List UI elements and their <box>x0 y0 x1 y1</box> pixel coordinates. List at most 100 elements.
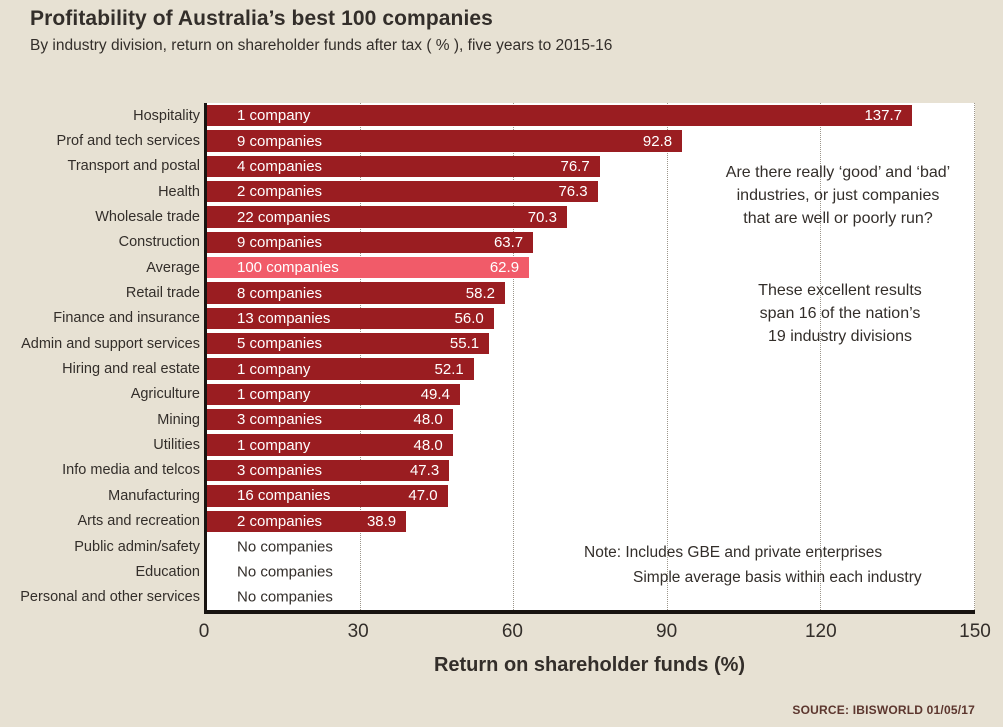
bar-value-label: 47.0 <box>408 487 438 505</box>
annotation-results-line1: These excellent results <box>758 282 922 299</box>
bar-count-label: 9 companies <box>237 233 323 251</box>
bar-row: 13 companies 56.0 <box>207 306 975 331</box>
x-tick-90: 90 <box>656 621 678 642</box>
bar-value-label: 47.3 <box>409 461 440 479</box>
bar-count-label: 1 company <box>237 360 311 378</box>
bar-row: 3 companies 48.0 <box>207 407 975 432</box>
category-label: Prof and tech services <box>56 133 200 150</box>
gridline-30 <box>359 103 361 610</box>
bar-count-label: 1 company <box>237 107 311 125</box>
bar-row: No companies <box>207 559 975 584</box>
bar-row: 5 companies 55.1 <box>207 331 975 356</box>
bar-value-label: 48.0 <box>413 436 443 454</box>
bar: 4 companies 76.7 <box>207 155 600 178</box>
bar-count-label: 1 company <box>237 385 311 403</box>
bar-value-label: 63.7 <box>493 233 524 251</box>
category-axis: Hospitality Prof and tech services Transpo… <box>0 103 200 610</box>
bar: 2 companies 38.9 <box>207 510 407 532</box>
category-label: Retail trade <box>125 285 200 302</box>
bar-count-label: 3 companies <box>237 411 323 429</box>
category-label: Wholesale trade <box>95 209 200 226</box>
gridline-120 <box>820 103 822 610</box>
bar-row: 2 companies 38.9 <box>207 509 975 534</box>
bar: 2 companies 76.3 <box>207 181 598 203</box>
category-label: Admin and support services <box>21 335 200 352</box>
bar: 8 companies 58.2 <box>207 282 505 304</box>
bar-value-label: 55.1 <box>449 335 480 353</box>
bar-row: 3 companies 47.3 <box>207 458 975 483</box>
bar-count-label: 1 company <box>237 436 311 454</box>
x-tick-60: 60 <box>501 621 523 642</box>
x-axis-label: Return on shareholder funds (%) <box>433 654 746 676</box>
bar-count-label: 4 companies <box>237 157 323 175</box>
plot-area: 1 company 137.7 9 companies 92.8 4 companies… <box>204 103 975 614</box>
bar-average: 100 companies 62.9 <box>207 257 530 279</box>
x-tick-150: 150 <box>959 621 991 642</box>
bar-count-label: 100 companies <box>237 259 339 277</box>
bar-row: 1 company 48.0 <box>207 432 975 457</box>
category-label: Construction <box>118 234 200 251</box>
no-companies-label: No companies <box>237 563 333 581</box>
bar-value-label: 76.3 <box>558 183 588 201</box>
bar: 13 companies 56.0 <box>207 307 494 330</box>
category-label: Hiring and real estate <box>62 361 200 378</box>
bar-count-label: 5 companies <box>237 335 323 353</box>
bar: 22 companies 70.3 <box>207 206 567 228</box>
bar-value-label: 137.7 <box>864 107 903 125</box>
gridline-90 <box>666 103 668 610</box>
bar-row: 9 companies 92.8 <box>207 128 975 153</box>
bar-row: 1 company 52.1 <box>207 356 975 381</box>
bar: 1 company 137.7 <box>207 105 913 127</box>
annotation-question-line3: that are well or poorly run? <box>743 210 933 227</box>
bar-count-label: 2 companies <box>237 183 323 201</box>
bar: 5 companies 55.1 <box>207 333 490 355</box>
x-axis-ticks: 0 30 60 90 120 150 <box>199 621 991 643</box>
gridline-150 <box>974 103 975 610</box>
bar-row: 2 companies 76.3 <box>207 179 975 204</box>
bar-row: 100 companies 62.9 <box>207 255 975 280</box>
annotation-question-line1: Are there really ‘good’ and ‘bad’ <box>725 164 951 181</box>
annotation-question: Are there really ‘good’ and ‘bad’ indust… <box>658 161 1003 230</box>
chart-subtitle: By industry division, return on sharehol… <box>30 37 613 54</box>
category-label: Agriculture <box>130 386 200 403</box>
bar: 1 company 49.4 <box>207 383 460 406</box>
bar: 1 company 48.0 <box>207 434 453 456</box>
bar-value-label: 92.8 <box>642 132 673 150</box>
bar: 16 companies 47.0 <box>207 485 448 507</box>
annotation-note-line1: Note: Includes GBE and private enterpris… <box>584 544 883 561</box>
chart-title: Profitability of Australia’s best 100 co… <box>30 7 493 30</box>
category-label: Health <box>158 183 200 200</box>
annotation-results: These excellent results span 16 of the n… <box>680 279 1000 348</box>
bar-count-label: 3 companies <box>237 461 323 479</box>
bar-count-label: 13 companies <box>237 309 331 327</box>
annotation-note-line2: Simple average basis within each industr… <box>633 569 922 586</box>
bar-count-label: 22 companies <box>237 208 331 226</box>
bar-row: 4 companies 76.7 <box>207 154 975 179</box>
bar-value-label: 56.0 <box>454 309 484 327</box>
annotation-note: Note: Includes GBE and private enterpris… <box>207 540 975 590</box>
bar-count-label: 2 companies <box>237 512 323 530</box>
bar-row: 1 company 137.7 <box>207 103 975 128</box>
bar: 9 companies 63.7 <box>207 231 534 254</box>
source-credit: SOURCE: IBISWORLD 01/05/17 <box>792 703 975 717</box>
bar-count-label: 8 companies <box>237 284 323 302</box>
annotation-results-line3: 19 industry divisions <box>767 328 913 345</box>
bar-row: No companies <box>207 585 975 610</box>
bar-value-label: 58.2 <box>465 284 495 302</box>
x-tick-0: 0 <box>198 621 210 642</box>
x-tick-30: 30 <box>347 621 369 642</box>
category-label: Personal and other services <box>20 589 200 606</box>
plot-inner: 1 company 137.7 9 companies 92.8 4 companies… <box>207 103 975 610</box>
bar-value-label: 38.9 <box>366 512 397 530</box>
bar: 3 companies 48.0 <box>207 409 453 431</box>
bar-count-label: 16 companies <box>237 487 331 505</box>
category-label: Education <box>135 563 201 580</box>
bar-row: 9 companies 63.7 <box>207 230 975 255</box>
bar-value-label: 49.4 <box>420 385 450 403</box>
no-companies-label: No companies <box>237 588 333 606</box>
annotation-results-line2: span 16 of the nation’s <box>759 305 921 322</box>
gridline-60 <box>513 103 515 610</box>
category-label: Arts and recreation <box>77 513 200 530</box>
bar-value-label: 76.7 <box>560 157 590 175</box>
